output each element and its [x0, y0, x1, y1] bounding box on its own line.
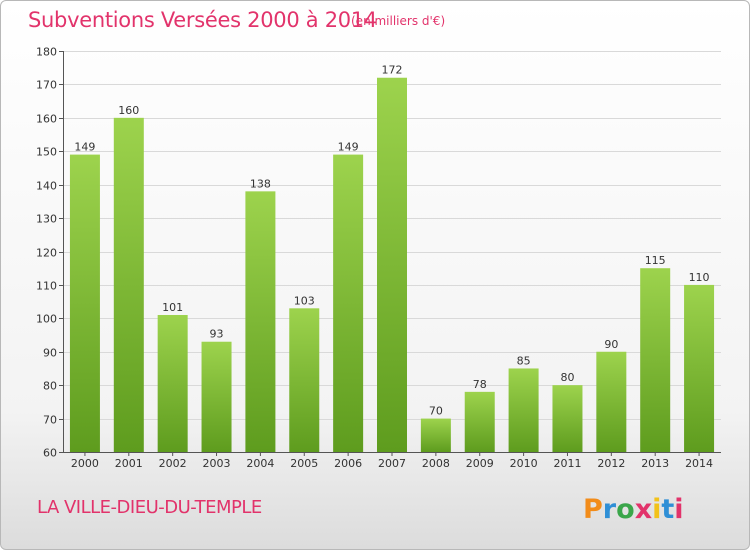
axes: 60 70 80 90 100 110 120 130 140 150 160 170 180 2000 2… — [36, 46, 721, 470]
y-tick-label: 120 — [36, 247, 57, 260]
x-tick-label: 2006 — [334, 457, 362, 470]
bar-value-label: 93 — [210, 328, 224, 341]
bar — [596, 351, 627, 452]
x-tick-label: 2003 — [203, 457, 231, 470]
x-tick-label: 2012 — [597, 457, 625, 470]
y-tick-label: 80 — [43, 380, 57, 393]
bar-value-label: 149 — [338, 141, 359, 154]
bar-value-label: 90 — [604, 338, 618, 351]
bar-value-label: 103 — [294, 294, 315, 307]
bar-value-label: 160 — [118, 104, 139, 117]
x-tick-label: 2002 — [159, 457, 187, 470]
bar — [640, 268, 671, 452]
bar — [289, 308, 320, 452]
bar-value-label: 101 — [162, 301, 183, 314]
bar-value-label: 149 — [74, 141, 95, 154]
x-tick-label: 2000 — [71, 457, 99, 470]
x-tick-label: 2013 — [641, 457, 669, 470]
bar — [201, 341, 232, 452]
y-tick-label: 130 — [36, 213, 57, 226]
bar — [333, 154, 364, 452]
bar — [508, 368, 539, 452]
chart-unit: (en milliers d'€) — [351, 14, 446, 28]
y-tick-label: 110 — [36, 280, 57, 293]
bar-value-label: 80 — [560, 371, 574, 384]
x-tick-label: 2014 — [685, 457, 713, 470]
bar — [245, 191, 276, 452]
x-tick-label: 2001 — [115, 457, 143, 470]
x-tick-label: 2004 — [246, 457, 274, 470]
bar — [684, 284, 715, 452]
bars: 149 160 101 93 138 103 149 172 70 78 85 80 90 115 110 — [69, 64, 715, 452]
y-tick-label: 70 — [43, 414, 57, 427]
commune-name: LA VILLE-DIEU-DU-TEMPLE — [37, 497, 262, 518]
proxiti-logo[interactable]: Proxiti — [581, 488, 691, 528]
bar — [420, 418, 451, 452]
bar — [377, 77, 407, 452]
bar — [464, 391, 495, 452]
bar — [69, 154, 100, 452]
y-tick-label: 140 — [36, 180, 57, 193]
bar-value-label: 85 — [517, 354, 531, 367]
x-tick-label: 2005 — [290, 457, 318, 470]
y-tick-label: 160 — [36, 113, 57, 126]
svg-text:Proxiti: Proxiti — [583, 494, 684, 525]
y-tick-label: 180 — [36, 46, 57, 59]
x-tick-label: 2010 — [510, 457, 538, 470]
x-tick-label: 2011 — [553, 457, 581, 470]
bar-value-label: 78 — [473, 378, 487, 391]
x-tick-label: 2008 — [422, 457, 450, 470]
x-tick-label: 2007 — [378, 457, 406, 470]
bar-value-label: 172 — [382, 64, 403, 77]
bar — [157, 314, 188, 452]
bar-value-label: 110 — [689, 271, 710, 284]
y-tick-label: 100 — [36, 313, 57, 326]
bar-value-label: 138 — [250, 177, 271, 190]
y-tick-label: 150 — [36, 146, 57, 159]
bar-value-label: 70 — [429, 405, 443, 418]
bar-value-label: 115 — [645, 254, 666, 267]
bar — [552, 385, 583, 452]
x-tick-label: 2009 — [466, 457, 494, 470]
y-tick-label: 90 — [43, 347, 57, 360]
y-tick-label: 170 — [36, 79, 57, 92]
chart-title: Subventions Versées 2000 à 2014 — [28, 8, 377, 32]
bar — [113, 117, 144, 452]
y-tick-label: 60 — [43, 447, 57, 460]
